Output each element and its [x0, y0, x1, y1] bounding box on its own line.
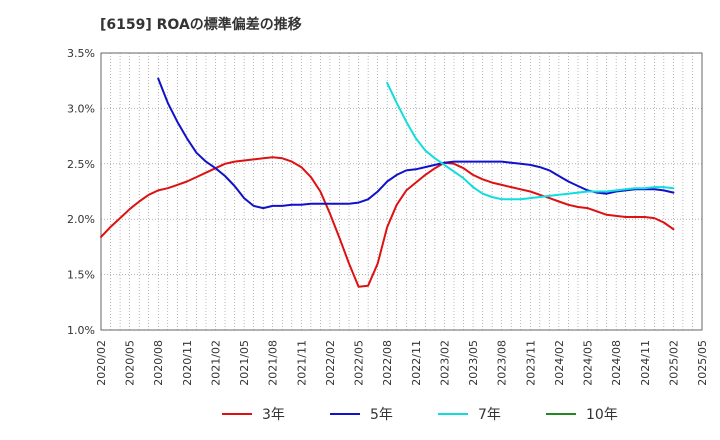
x-tick-label: 2025/02	[667, 340, 680, 386]
series-lines	[100, 77, 675, 288]
y-tick-label: 1.5%	[67, 269, 95, 282]
legend-swatch	[330, 413, 360, 415]
x-tick-label: 2025/05	[696, 340, 709, 386]
chart-title: [6159] ROAの標準偏差の推移	[100, 17, 302, 33]
legend-swatch	[222, 413, 252, 415]
x-tick-label: 2020/08	[152, 340, 165, 386]
x-tick-label: 2023/08	[496, 340, 509, 386]
x-tick-label: 2023/05	[467, 340, 480, 386]
legend-item: 10年	[546, 402, 618, 426]
legend: 3年 5年 7年 10年	[0, 402, 720, 426]
x-tick-label: 2022/08	[381, 340, 394, 386]
x-tick-label: 2024/02	[553, 340, 566, 386]
legend-swatch	[546, 413, 576, 415]
series-line-2	[386, 81, 675, 201]
legend-item: 7年	[438, 402, 501, 426]
legend-label: 7年	[478, 407, 501, 423]
axes: 1.0% 1.5% 2.0% 2.5% 3.0% 3.5% 2020/02 2020/05 20…	[67, 47, 709, 386]
y-tick-label: 2.0%	[67, 213, 95, 226]
y-tick-label: 1.0%	[67, 324, 95, 337]
x-tick-label: 2020/11	[181, 340, 194, 386]
y-tick-label: 2.5%	[67, 158, 95, 171]
x-tick-label: 2022/11	[410, 340, 423, 386]
legend-label: 5年	[370, 407, 393, 423]
x-tick-label: 2022/05	[353, 340, 366, 386]
x-tick-label: 2022/02	[324, 340, 337, 386]
legend-label: 3年	[262, 407, 285, 423]
plot-frame	[100, 52, 703, 331]
x-tick-label: 2024/11	[639, 340, 652, 386]
x-tick-label: 2020/05	[124, 340, 137, 386]
x-tick-label: 2021/08	[267, 340, 280, 386]
x-tick-label: 2020/02	[95, 340, 108, 386]
x-tick-label: 2024/08	[610, 340, 623, 386]
x-tick-label: 2024/05	[582, 340, 595, 386]
x-tick-label: 2021/05	[238, 340, 251, 386]
x-tick-label: 2023/11	[524, 340, 537, 386]
y-tick-label: 3.0%	[67, 102, 95, 115]
series-line-0	[100, 156, 675, 288]
legend-swatch	[438, 413, 468, 415]
x-tick-label: 2021/11	[295, 340, 308, 386]
legend-label: 10年	[586, 407, 618, 423]
y-tick-label: 3.5%	[67, 47, 95, 60]
series-line-1	[157, 77, 675, 210]
legend-item: 3年	[222, 402, 285, 426]
legend-item: 5年	[330, 402, 393, 426]
x-tick-label: 2023/02	[438, 340, 451, 386]
x-tick-label: 2021/02	[209, 340, 222, 386]
